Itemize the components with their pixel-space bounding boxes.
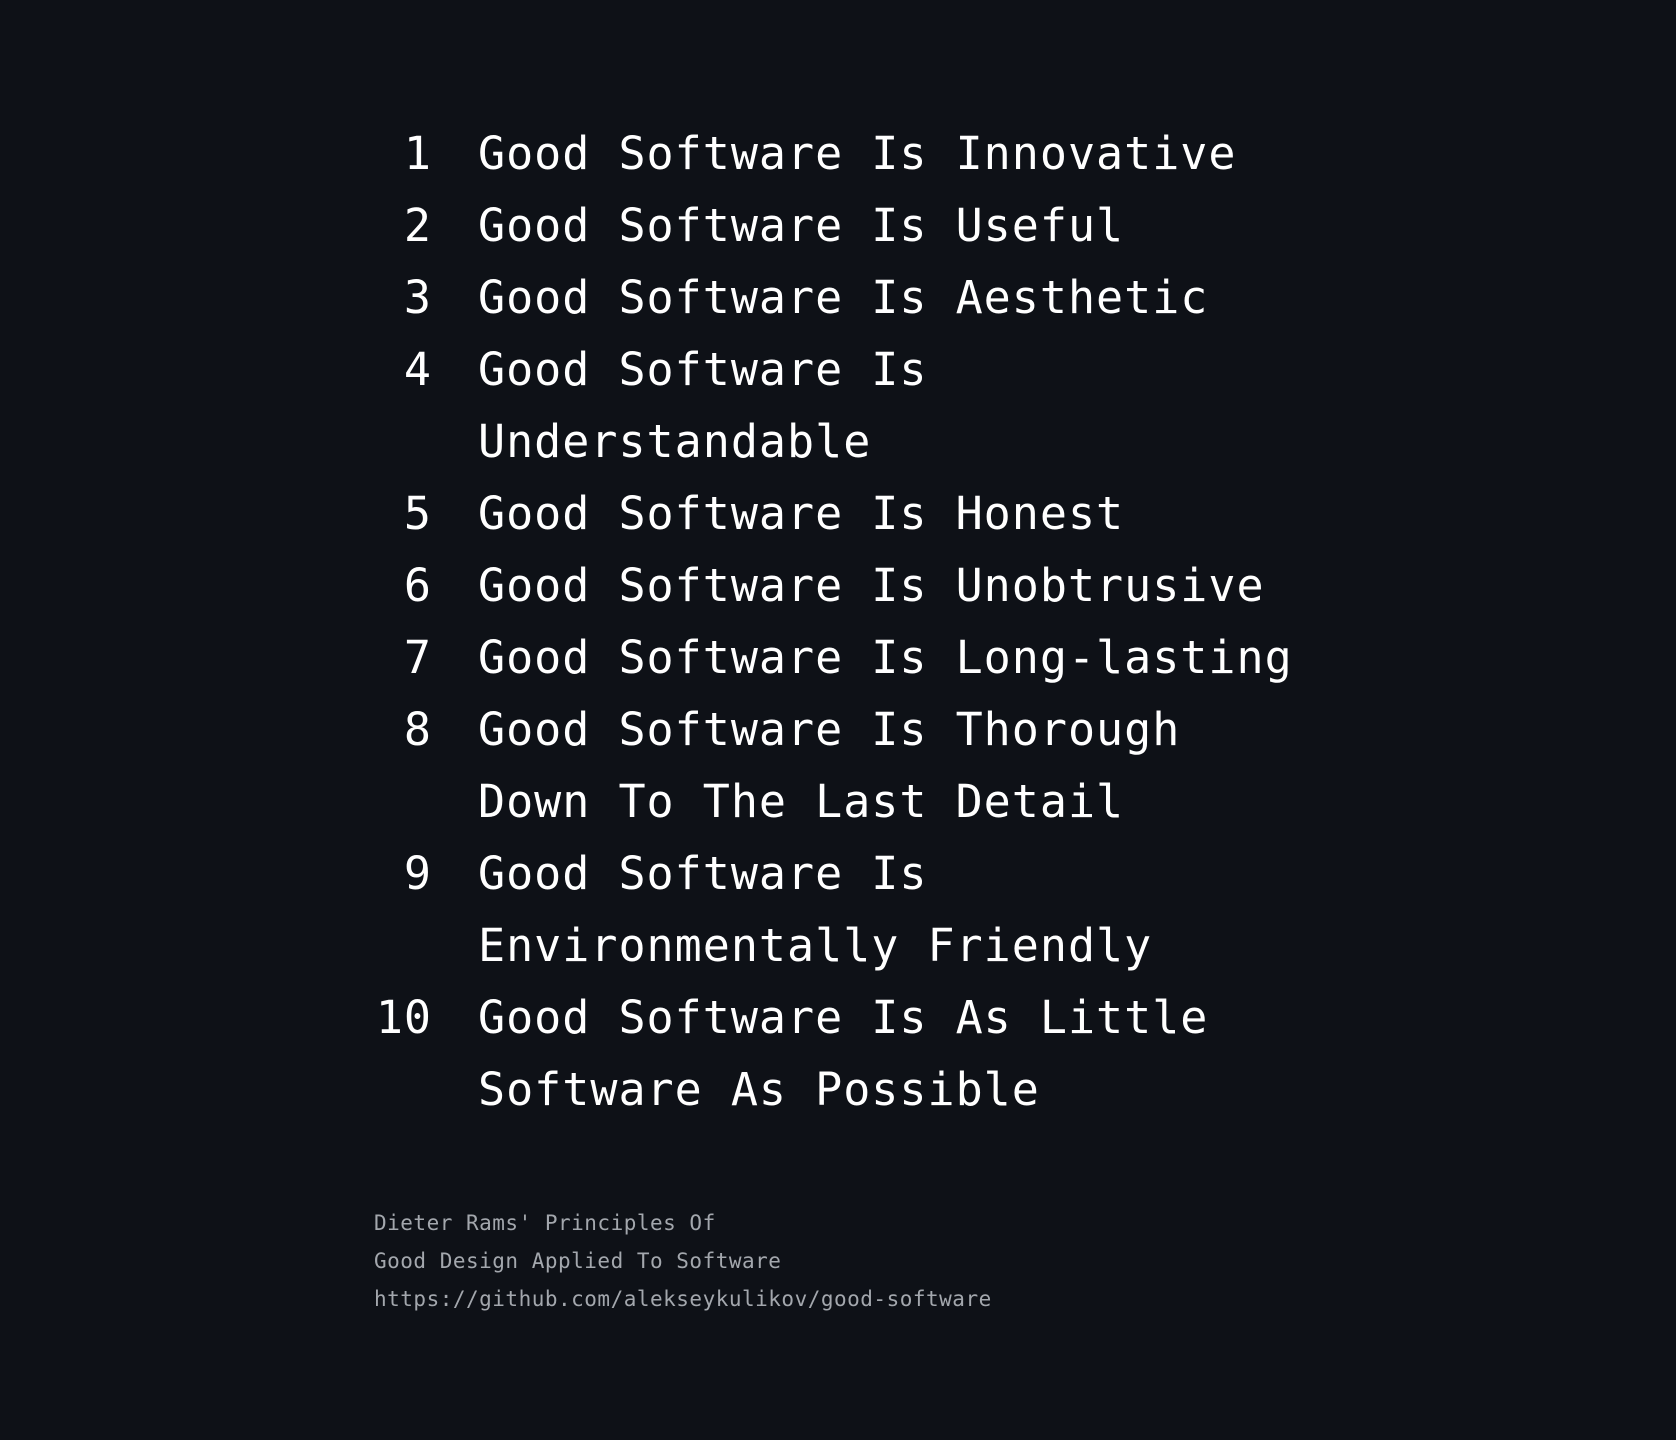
item-text: Good Software Is Understandable (478, 343, 928, 468)
item-text: Good Software Is Thorough Down To The La… (478, 703, 1181, 828)
item-text: Good Software Is Honest (478, 487, 1125, 540)
item-number: 7 (403, 631, 432, 684)
item-text: Good Software Is Aesthetic (478, 271, 1209, 324)
content: 1 Good Software Is Innovative 2 Good Sof… (374, 118, 1374, 1318)
footer-title-line-2: Good Design Applied To Software (374, 1249, 782, 1273)
list-item: 2 Good Software Is Useful (374, 190, 1374, 262)
item-text: Good Software Is Unobtrusive (478, 559, 1265, 612)
item-number: 4 (403, 343, 432, 396)
list-item: 5 Good Software Is Honest (374, 478, 1374, 550)
item-number: 3 (403, 271, 432, 324)
list-item: 4 Good Software Is Understandable (374, 334, 1374, 478)
item-number: 6 (403, 559, 432, 612)
principles-list: 1 Good Software Is Innovative 2 Good Sof… (374, 118, 1374, 1126)
item-number: 8 (403, 703, 432, 756)
list-item: 9 Good Software Is Environmentally Frien… (374, 838, 1374, 982)
list-item: 7 Good Software Is Long-lasting (374, 622, 1374, 694)
item-text: Good Software Is As Little Software As P… (478, 991, 1209, 1116)
item-text: Good Software Is Innovative (478, 127, 1237, 180)
item-number: 9 (403, 847, 432, 900)
item-number: 2 (403, 199, 432, 252)
footer-title-line-1: Dieter Rams' Principles Of (374, 1211, 716, 1235)
item-number: 1 (403, 127, 432, 180)
item-text: Good Software Is Environmentally Friendl… (478, 847, 1153, 972)
item-text: Good Software Is Long-lasting (478, 631, 1293, 684)
footer: Dieter Rams' Principles Of Good Design A… (374, 1204, 1374, 1318)
item-number: 5 (403, 487, 432, 540)
item-text: Good Software Is Useful (478, 199, 1125, 252)
list-item: 10 Good Software Is As Little Software A… (374, 982, 1374, 1126)
list-item: 1 Good Software Is Innovative (374, 118, 1374, 190)
list-item: 8 Good Software Is Thorough Down To The … (374, 694, 1374, 838)
footer-source-link[interactable]: https://github.com/alekseykulikov/good-s… (374, 1287, 992, 1311)
list-item: 6 Good Software Is Unobtrusive (374, 550, 1374, 622)
list-item: 3 Good Software Is Aesthetic (374, 262, 1374, 334)
item-number: 10 (375, 991, 432, 1044)
